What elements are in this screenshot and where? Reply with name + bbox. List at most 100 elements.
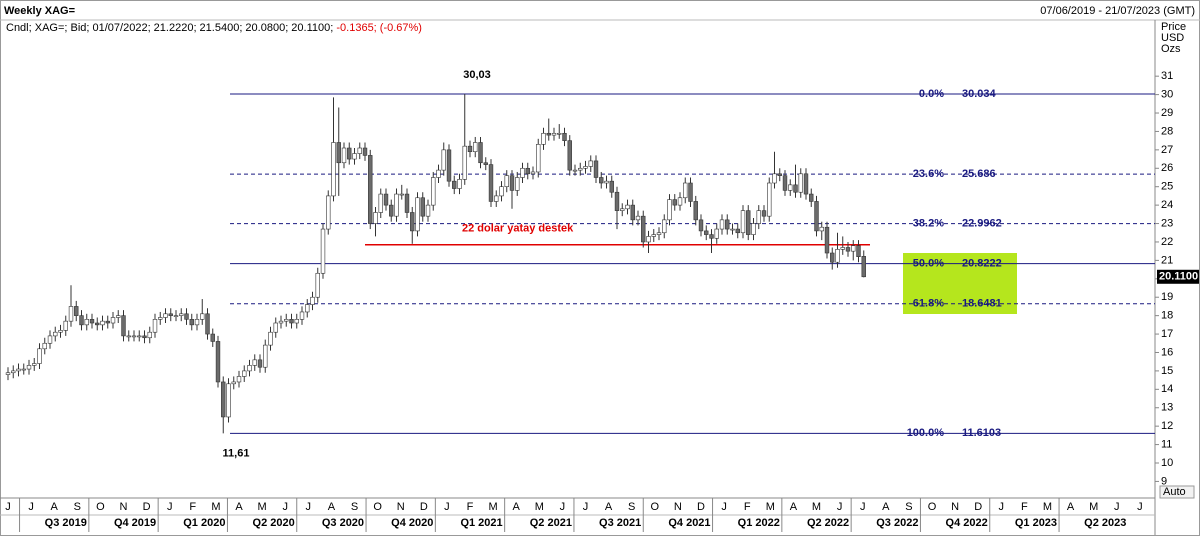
candle-body bbox=[205, 313, 210, 335]
candle-body bbox=[242, 370, 247, 377]
candle-body bbox=[305, 304, 310, 313]
candle-body bbox=[420, 197, 425, 217]
candle-body bbox=[362, 147, 368, 156]
candle-body bbox=[299, 311, 305, 320]
month-label: J bbox=[999, 501, 1005, 513]
candle-body bbox=[410, 212, 415, 232]
candle-body bbox=[53, 331, 58, 337]
candle-body bbox=[803, 173, 809, 195]
quarter-label: Q4 2021 bbox=[668, 517, 710, 529]
fib-percent: 38.2% bbox=[913, 218, 944, 230]
candle-body bbox=[336, 142, 341, 164]
quarter-label: Q1 2021 bbox=[460, 517, 502, 529]
candle-body bbox=[383, 193, 389, 206]
candle-body bbox=[614, 191, 620, 211]
month-label: N bbox=[674, 501, 682, 513]
candle-body bbox=[378, 193, 383, 213]
chart-title: Weekly XAG= bbox=[4, 5, 75, 17]
candle-body bbox=[116, 315, 121, 318]
candle-body bbox=[215, 341, 221, 383]
candle-body bbox=[441, 149, 446, 171]
candle-body bbox=[436, 169, 441, 178]
auto-button[interactable] bbox=[1159, 485, 1195, 499]
candle-body bbox=[231, 381, 236, 385]
y-tick-label: 10 bbox=[1161, 457, 1173, 469]
candle-body bbox=[698, 219, 704, 232]
candle-body bbox=[572, 169, 578, 172]
candle-body bbox=[16, 368, 21, 372]
candle-body bbox=[389, 204, 394, 217]
candle-body bbox=[824, 226, 830, 254]
candle-body bbox=[840, 247, 845, 250]
candle-body bbox=[263, 344, 268, 368]
month-label: J bbox=[282, 501, 288, 513]
quarter-label: Q2 2023 bbox=[1084, 517, 1126, 529]
month-label: J bbox=[1137, 501, 1143, 513]
fib-value: 11.6103 bbox=[962, 427, 1001, 439]
candle-body bbox=[26, 365, 32, 370]
annotation: 11,61 bbox=[223, 447, 250, 459]
month-label: S bbox=[351, 501, 358, 513]
month-label: A bbox=[1067, 501, 1075, 513]
candle-body bbox=[735, 228, 740, 234]
candle-body bbox=[483, 162, 488, 165]
candle-body bbox=[11, 370, 16, 374]
fib-percent: 61.8% bbox=[913, 298, 944, 310]
fib-percent: 100.0% bbox=[907, 427, 945, 439]
month-label: A bbox=[605, 501, 613, 513]
month-label: J bbox=[583, 501, 589, 513]
candle-body bbox=[730, 228, 735, 231]
month-label: A bbox=[328, 501, 336, 513]
month-label: F bbox=[1021, 501, 1028, 513]
candle-body bbox=[646, 236, 651, 243]
candle-body bbox=[341, 147, 347, 164]
candle-body bbox=[210, 333, 215, 342]
candle-body bbox=[478, 142, 483, 164]
auto-button-label[interactable]: Auto bbox=[1163, 486, 1186, 498]
candle-body bbox=[58, 330, 63, 333]
month-label: O bbox=[96, 501, 105, 513]
candle-body bbox=[200, 313, 205, 320]
candle-body bbox=[399, 193, 404, 196]
candle-body bbox=[861, 256, 866, 278]
candle-body bbox=[798, 173, 803, 193]
month-label: M bbox=[535, 501, 544, 513]
candle-body bbox=[488, 164, 494, 202]
quarter-label: Q2 2022 bbox=[807, 517, 849, 529]
month-label: O bbox=[651, 501, 660, 513]
candle-body bbox=[761, 210, 767, 217]
month-label: D bbox=[974, 501, 982, 513]
quarter-label: Q4 2019 bbox=[114, 517, 156, 529]
candle-body bbox=[714, 228, 719, 239]
candle-body bbox=[110, 317, 116, 324]
month-label: A bbox=[790, 501, 798, 513]
candle-body bbox=[777, 173, 782, 176]
frame bbox=[0, 0, 1200, 536]
candle-body bbox=[845, 247, 851, 252]
candle-body bbox=[315, 272, 320, 298]
candle-body bbox=[294, 319, 299, 324]
candle-body bbox=[672, 199, 677, 206]
month-label: D bbox=[420, 501, 428, 513]
candle-body bbox=[352, 153, 357, 160]
candle-body bbox=[630, 204, 635, 221]
month-label: O bbox=[928, 501, 937, 513]
y-tick-label: 27 bbox=[1161, 144, 1173, 156]
candle-body bbox=[599, 177, 604, 184]
quarter-label: Q3 2020 bbox=[322, 517, 364, 529]
candle-body bbox=[152, 319, 158, 333]
candle-body bbox=[173, 315, 179, 317]
quarter-label: Q2 2020 bbox=[253, 517, 295, 529]
candle-body bbox=[793, 184, 798, 193]
candle-body bbox=[137, 335, 142, 338]
y-tick-label: 9 bbox=[1161, 475, 1167, 487]
candle-body bbox=[536, 144, 541, 173]
quarter-label: Q3 2022 bbox=[876, 517, 918, 529]
candle-body bbox=[221, 381, 226, 418]
candle-body bbox=[42, 342, 47, 350]
y-tick-label: 19 bbox=[1161, 291, 1173, 303]
y-tick-label: 26 bbox=[1161, 162, 1173, 174]
quarter-label: Q3 2019 bbox=[45, 517, 87, 529]
candle-body bbox=[95, 322, 100, 326]
